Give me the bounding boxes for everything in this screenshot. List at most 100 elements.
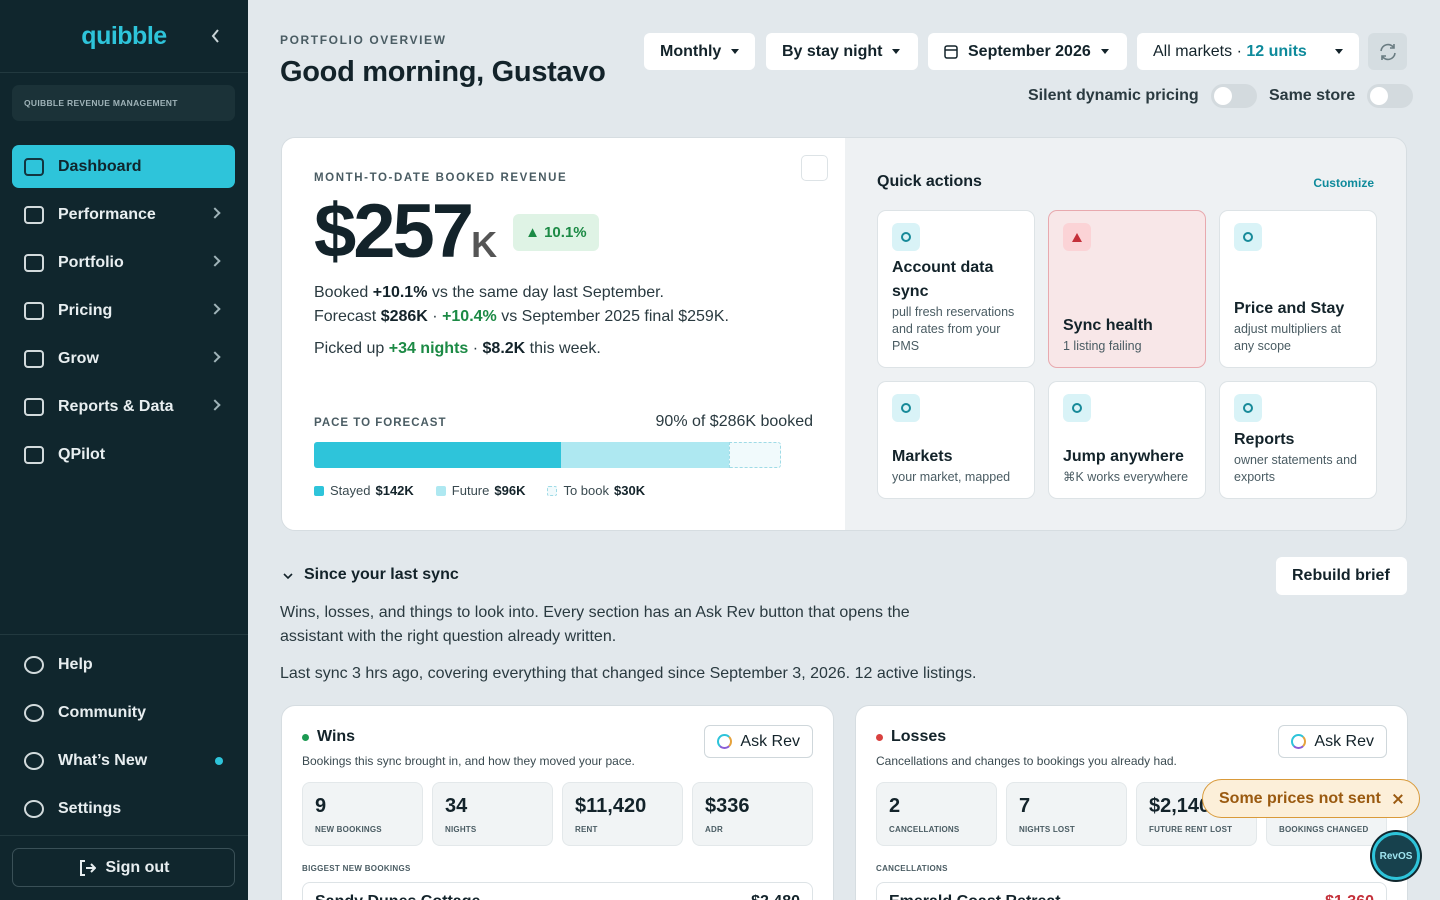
quick-action-card[interactable]: Sync health 1 listing failing (1048, 210, 1206, 368)
quick-action-card[interactable]: Account data sync pull fresh reservations… (877, 210, 1035, 368)
nav-label: Community (58, 703, 146, 721)
rebuild-brief-button[interactable]: Rebuild brief (1276, 557, 1407, 595)
panel-subtitle: Bookings this sync brought in, and how t… (302, 754, 635, 768)
icon-path (1379, 43, 1396, 60)
org-label: QUIBBLE REVENUE MANAGEMENT (12, 85, 235, 121)
chevron (211, 29, 219, 43)
nav-item[interactable]: Portfolio (12, 241, 235, 284)
stat-label: BOOKINGS CHANGED (1279, 825, 1369, 834)
legend-name: Future (451, 483, 490, 498)
collapse-chevron[interactable] (282, 570, 294, 582)
nav-item[interactable]: Performance (12, 193, 235, 236)
sign-out-button[interactable]: Sign out (12, 848, 235, 887)
action-text: Markets your market, mapped (892, 445, 1020, 486)
nav-item[interactable]: What’s New (12, 739, 235, 782)
nav-icon (24, 349, 44, 368)
switch (1210, 84, 1257, 108)
text: +34 nights (388, 340, 469, 357)
basis-filter[interactable]: By stay night (766, 33, 918, 70)
title-text: Wins (317, 728, 356, 745)
list-row[interactable]: Sandy Dunes Cottage $2,480 (302, 882, 813, 900)
quick-action-card[interactable]: Markets your market, mapped (877, 381, 1035, 499)
nav-label: What’s New (58, 751, 148, 769)
filter-label: Monthly (660, 42, 722, 60)
nav-label: Dashboard (58, 157, 142, 175)
pace-segment (314, 442, 562, 468)
nav-label: Pricing (58, 301, 113, 319)
text: vs September 2025 final $259K. (496, 308, 729, 325)
ask-rev-button[interactable]: Ask Rev (1278, 725, 1387, 758)
legend-value: $30K (614, 483, 646, 498)
caret (1100, 49, 1109, 54)
revenue-figure: $257 K ▲ 10.1% (314, 188, 599, 275)
nav-item[interactable]: Community (12, 691, 235, 734)
caret (1335, 49, 1343, 54)
chevron (209, 255, 221, 267)
same-store-toggle[interactable]: Same store (1269, 84, 1414, 108)
legend-name: To book (563, 483, 609, 498)
text: +10.1% (372, 284, 428, 301)
nav-label: Reports & Data (58, 397, 174, 415)
stat-label: FUTURE RENT LOST (1149, 825, 1233, 834)
legend-item: To book $30K (547, 483, 645, 498)
nav-item[interactable]: QPilot (12, 433, 235, 476)
revenue-amount: $257 (314, 189, 474, 274)
nav-item[interactable]: Reports & Data (12, 385, 235, 428)
quick-action-card[interactable]: Reports owner statements and exports (1219, 381, 1377, 499)
overview-card: MONTH-TO-DATE BOOKED REVENUE $257 K ▲ 10.… (281, 137, 1407, 531)
nav-icon (24, 157, 44, 176)
collapse-button[interactable] (208, 26, 224, 46)
list-title: CANCELLATIONS (876, 864, 948, 873)
sign-out-label: Sign out (105, 858, 170, 876)
nav-item[interactable]: Settings (12, 787, 235, 830)
action-icon (1063, 394, 1091, 422)
text: vs the same day last September. (427, 284, 664, 301)
toast[interactable]: Some prices not sent (1202, 779, 1420, 818)
nav-icon (24, 397, 44, 416)
close-button[interactable] (1393, 794, 1403, 804)
panel-title: Losses (876, 728, 946, 746)
action-title: Sync health (1063, 317, 1153, 334)
nav-item[interactable]: Help (12, 643, 235, 686)
refresh-icon (1379, 43, 1396, 60)
action-title: Jump anywhere (1063, 448, 1184, 465)
legend-name: Stayed (330, 483, 371, 498)
icon-glyph (1072, 403, 1082, 413)
customize-link[interactable]: Customize (1313, 176, 1374, 190)
action-text: Sync health 1 listing failing (1063, 314, 1191, 355)
nav-label: Portfolio (58, 253, 124, 271)
ask-rev-button[interactable]: Ask Rev (704, 725, 813, 758)
nav-item[interactable]: Grow (12, 337, 235, 380)
quick-action-card[interactable]: Price and Stay adjust multipliers at any … (1219, 210, 1377, 368)
sync-panel: Wins Bookings this sync brought in, and h… (281, 705, 834, 900)
quick-action-card[interactable]: Jump anywhere ⌘K works everywhere (1048, 381, 1206, 499)
divider (0, 72, 248, 73)
refresh-revenue[interactable] (801, 155, 828, 181)
page-eyebrow: PORTFOLIO OVERVIEW (280, 33, 447, 47)
greeting: Good morning, Gustavo (280, 56, 606, 88)
nav-label: QPilot (58, 445, 106, 463)
list-row[interactable]: Emerald Coast Retreat $1,360 (876, 882, 1387, 900)
stat-label: ADR (705, 825, 723, 834)
divider (0, 634, 248, 635)
caret (892, 49, 901, 54)
markets-filter[interactable]: All markets · 12 units (1137, 33, 1359, 70)
assistant-button[interactable]: RevOS (1372, 832, 1420, 880)
nav-label: Help (58, 655, 93, 673)
nav-item[interactable]: Pricing (12, 289, 235, 332)
logo[interactable]: quibble (81, 22, 167, 50)
month-filter[interactable]: September 2026 (928, 33, 1127, 70)
nav-item[interactable]: Dashboard (12, 145, 235, 188)
refresh-button[interactable] (1368, 33, 1407, 70)
calendar-icon (944, 45, 958, 59)
legend-swatch (547, 486, 558, 496)
period-filter[interactable]: Monthly (644, 33, 755, 70)
legend-swatch (435, 486, 446, 496)
action-title: Account data sync (892, 259, 994, 300)
silent-pricing-toggle[interactable]: Silent dynamic pricing (1028, 84, 1257, 108)
filter-label: September 2026 (968, 42, 1091, 60)
icon-glyph (901, 403, 911, 413)
pickup-line: Picked up +34 nights · $8.2K this week. (314, 340, 601, 358)
action-description: ⌘K works everywhere (1063, 470, 1189, 484)
